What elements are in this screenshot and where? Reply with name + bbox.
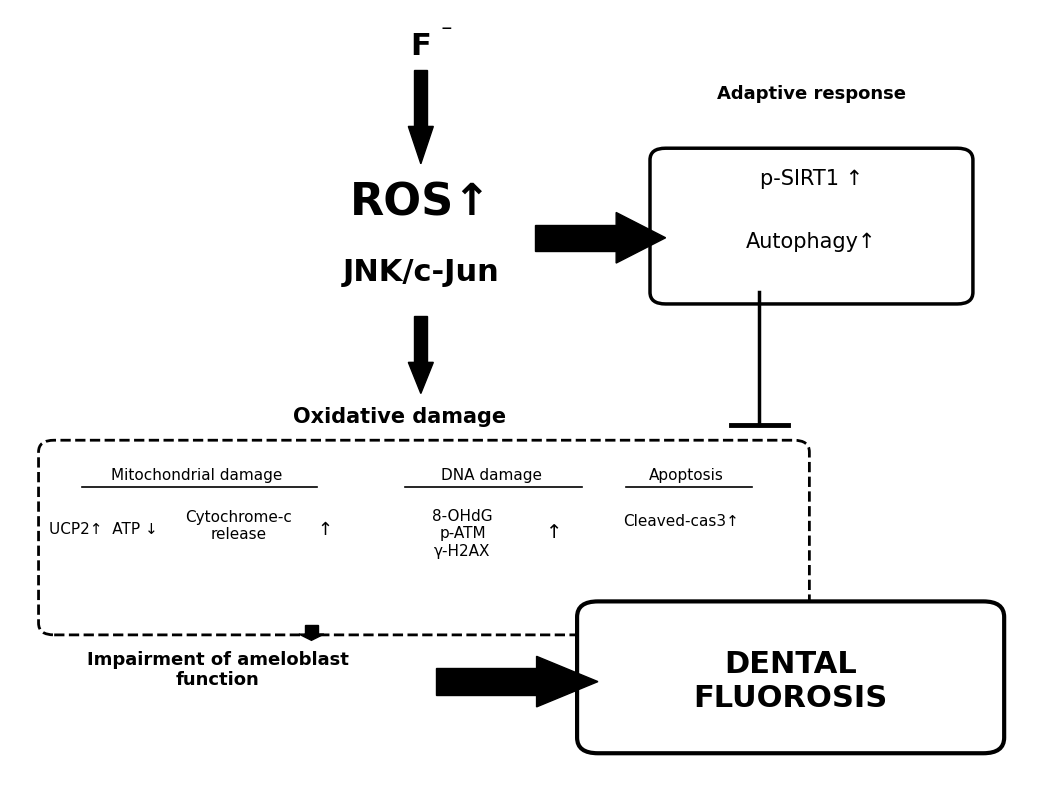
Text: Mitochondrial damage: Mitochondrial damage (111, 467, 282, 482)
Text: 8-OHdG
p-ATM
γ-H2AX: 8-OHdG p-ATM γ-H2AX (433, 508, 492, 559)
Polygon shape (616, 212, 666, 263)
Bar (415, 316, 427, 362)
Text: Impairment of ameloblast
function: Impairment of ameloblast function (87, 651, 349, 689)
Bar (536, 224, 616, 251)
Text: DENTAL
FLUOROSIS: DENTAL FLUOROSIS (693, 650, 887, 713)
Text: UCP2↑  ATP ↓: UCP2↑ ATP ↓ (48, 523, 158, 538)
Text: Adaptive response: Adaptive response (717, 85, 906, 103)
Polygon shape (408, 362, 434, 394)
FancyBboxPatch shape (650, 148, 973, 304)
FancyBboxPatch shape (578, 601, 1004, 753)
Text: ⁻: ⁻ (441, 23, 453, 43)
Text: p-SIRT1 ↑: p-SIRT1 ↑ (760, 169, 863, 190)
Text: F: F (411, 32, 432, 61)
Text: ↑: ↑ (317, 521, 333, 539)
Text: Oxidative damage: Oxidative damage (293, 407, 506, 427)
Bar (304, 625, 318, 634)
Bar (437, 668, 537, 695)
Polygon shape (537, 656, 597, 707)
Text: Autophagy↑: Autophagy↑ (747, 231, 877, 252)
Bar (415, 70, 427, 127)
Text: Cytochrome-c
release: Cytochrome-c release (185, 510, 292, 542)
Polygon shape (299, 634, 324, 641)
Text: DNA damage: DNA damage (441, 467, 542, 482)
Text: Cleaved-cas3↑: Cleaved-cas3↑ (624, 515, 739, 530)
Text: ROS↑: ROS↑ (350, 181, 491, 224)
Polygon shape (408, 127, 434, 164)
Text: JNK/c-Jun: JNK/c-Jun (342, 258, 499, 287)
FancyBboxPatch shape (39, 440, 810, 635)
Text: ↑: ↑ (546, 523, 563, 541)
Text: Apoptosis: Apoptosis (649, 467, 723, 482)
